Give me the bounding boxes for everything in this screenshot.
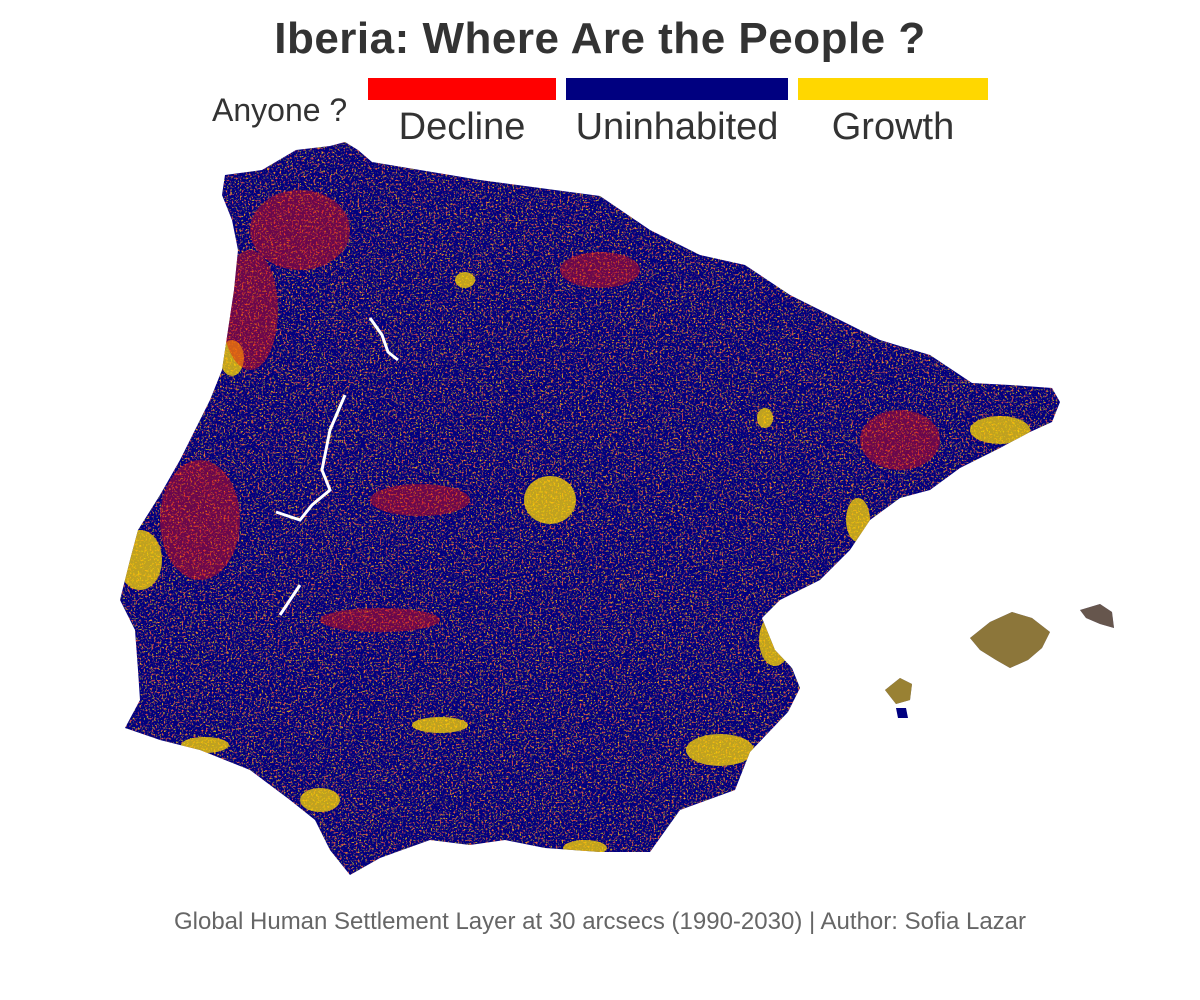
island-formentera — [896, 708, 908, 718]
legend-key-growth — [798, 78, 988, 100]
legend-label-decline: Decline — [398, 106, 526, 148]
island-menorca — [1080, 604, 1114, 628]
legend-label-growth: Growth — [831, 106, 955, 148]
chart-title: Iberia: Where Are the People ? — [274, 14, 926, 63]
legend-key-uninhabited — [566, 78, 788, 100]
legend-label-uninhabited: Uninhabited — [575, 106, 779, 148]
balearic-islands — [885, 604, 1114, 718]
legend-key-decline — [368, 78, 556, 100]
decline-zones — [160, 190, 940, 632]
peninsula — [120, 142, 1060, 875]
caption: Global Human Settlement Layer at 30 arcs… — [173, 908, 1027, 935]
rivers — [275, 317, 399, 616]
legend-title: Anyone ? — [212, 92, 348, 128]
